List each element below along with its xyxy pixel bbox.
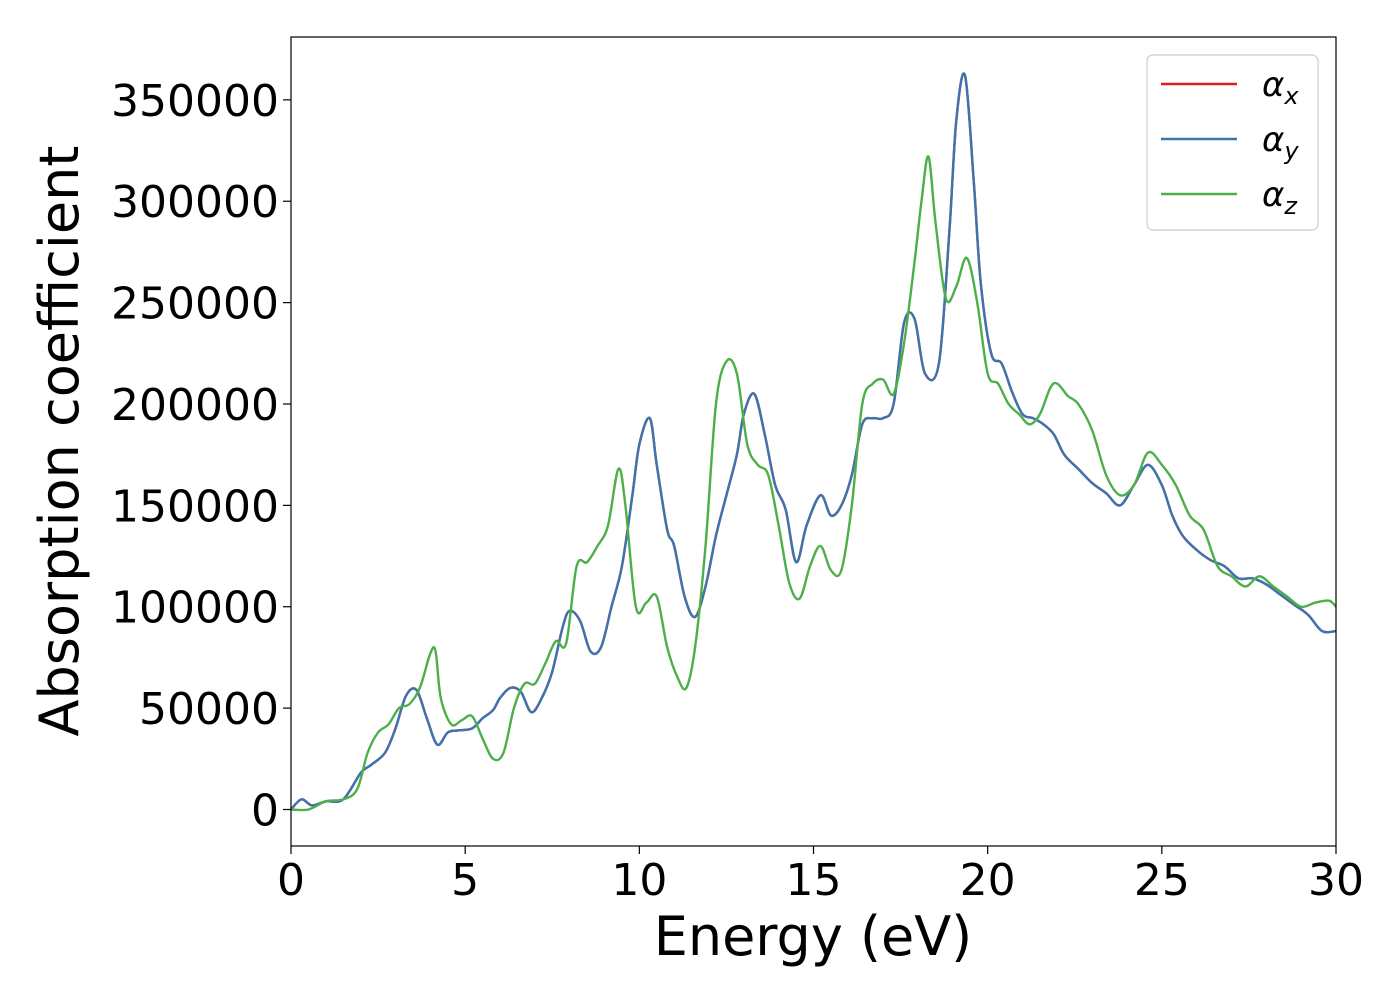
legend-label-z: αz	[1262, 175, 1298, 220]
x-tick-label: 0	[277, 855, 305, 906]
legend-box	[1146, 54, 1319, 231]
x-tick-label: 15	[786, 855, 842, 906]
y-tick-label: 300000	[111, 177, 279, 228]
x-tick-label: 25	[1134, 855, 1190, 906]
y-tick-label: 0	[251, 786, 279, 837]
y-axis-label: Absorption coefficient	[28, 146, 91, 737]
y-tick-label: 350000	[111, 76, 279, 127]
y-tick-label: 150000	[111, 481, 279, 532]
y-tick-label: 50000	[139, 684, 279, 735]
y-tick-label: 200000	[111, 380, 279, 431]
series-lines	[290, 72, 1337, 812]
axis-ticks: 0 5 10 15 20 25 30 0 50000 100000 150000 200000 2500…	[111, 76, 1364, 906]
legend-label-x: αx	[1262, 65, 1299, 110]
series-line-z	[290, 155, 1337, 812]
y-tick-label: 100000	[111, 583, 279, 634]
x-tick-label: 30	[1308, 855, 1364, 906]
legend-label-y: αy	[1262, 120, 1299, 165]
x-axis-label: Energy (eV)	[654, 905, 973, 968]
x-tick-label: 20	[960, 855, 1016, 906]
y-tick-label: 250000	[111, 279, 279, 330]
legend: αx αy αz	[1146, 54, 1319, 231]
series-line-y	[290, 72, 1337, 811]
x-tick-label: 10	[611, 855, 667, 906]
x-tick-label: 5	[451, 855, 479, 906]
